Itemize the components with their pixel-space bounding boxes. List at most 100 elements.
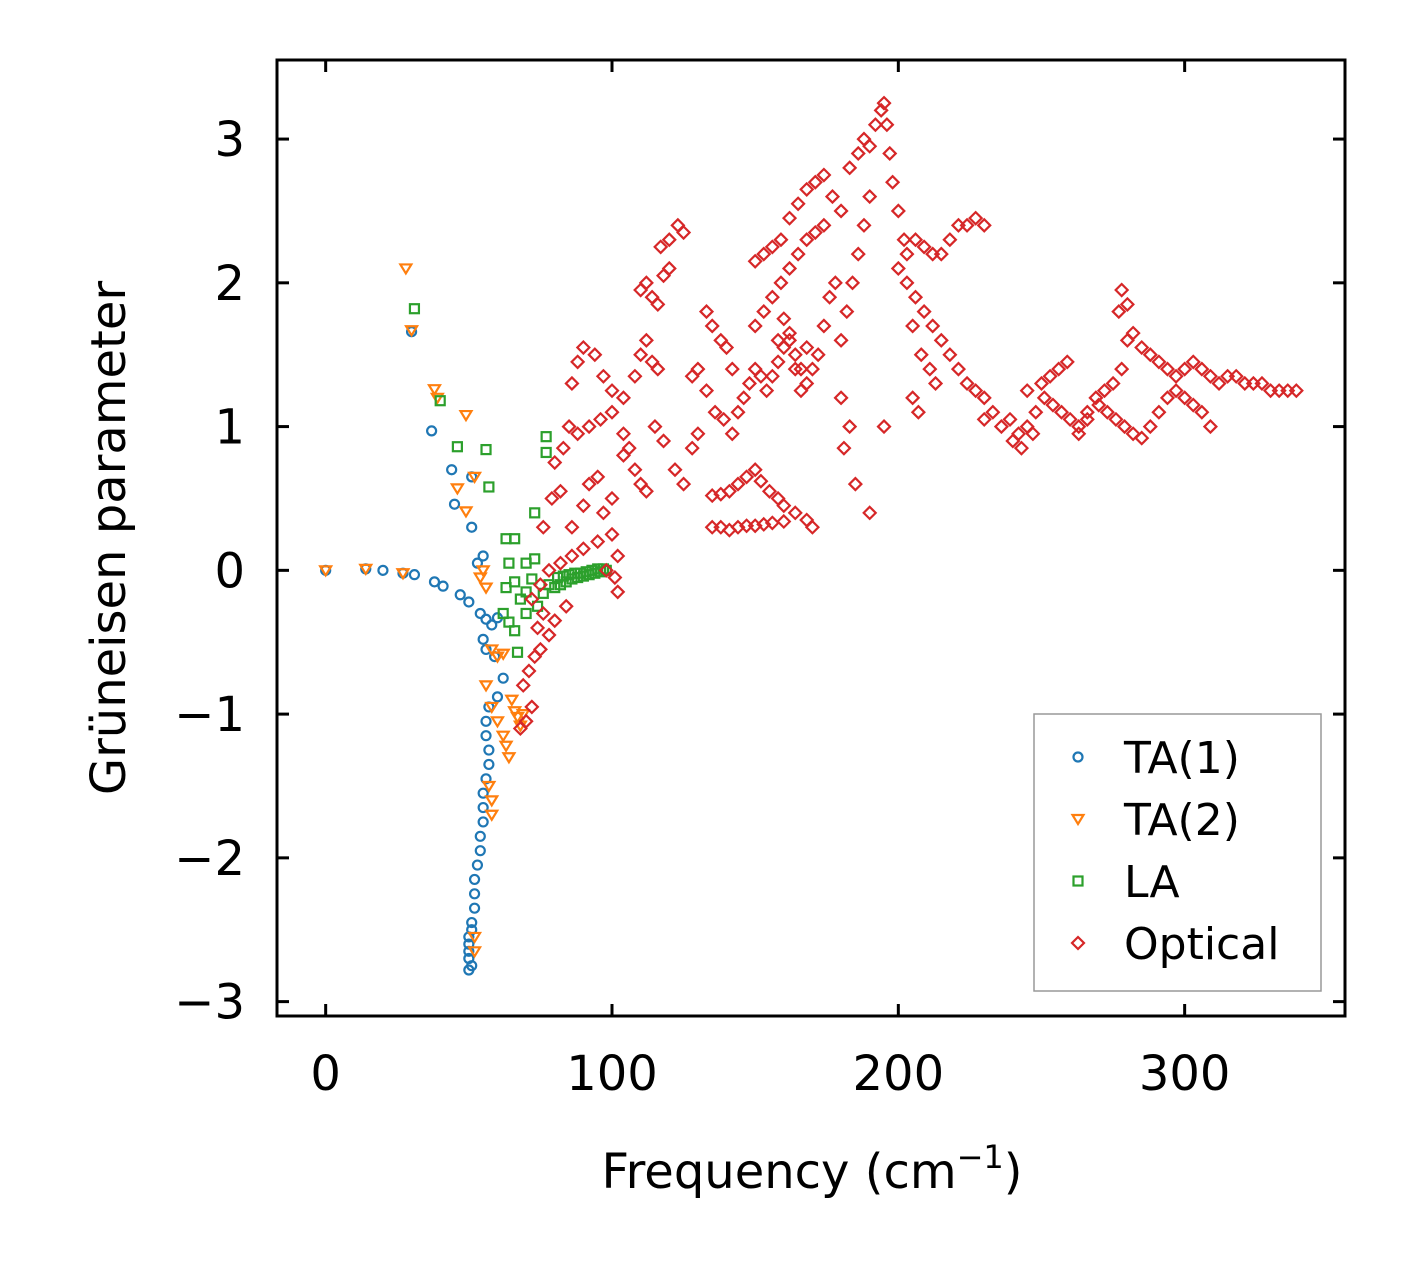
data-point — [463, 596, 475, 608]
legend-marker — [1070, 935, 1086, 951]
data-point — [1142, 419, 1158, 435]
y-axis-label: Grüneisen parameter — [81, 281, 137, 796]
data-point — [1114, 282, 1130, 298]
data-point — [781, 260, 798, 277]
data-point — [799, 339, 815, 356]
data-point — [486, 619, 498, 631]
data-point — [475, 565, 491, 578]
data-point — [882, 145, 898, 161]
data-point — [580, 566, 592, 578]
data-point — [1079, 411, 1095, 427]
data-point — [1005, 433, 1021, 449]
data-point — [530, 620, 546, 636]
data-point — [810, 347, 826, 363]
data-point — [690, 426, 706, 442]
data-point — [467, 946, 483, 959]
data-point — [474, 607, 486, 620]
data-point — [905, 318, 921, 334]
data-point — [520, 586, 532, 598]
data-point — [804, 519, 820, 535]
data-point — [867, 117, 883, 133]
data-point — [458, 409, 474, 423]
data-point — [627, 368, 643, 384]
x-axis-label-close: ) — [1004, 1144, 1023, 1200]
data-point — [804, 361, 820, 377]
data-point — [570, 354, 586, 370]
data-point — [827, 275, 843, 291]
data-point — [985, 404, 1001, 420]
data-point — [747, 253, 763, 269]
data-point — [650, 361, 666, 377]
data-point — [448, 498, 461, 510]
data-point — [540, 446, 552, 459]
data-point — [541, 627, 557, 643]
y-tick-label: 2 — [214, 256, 245, 312]
data-point — [968, 210, 984, 226]
data-point — [724, 361, 740, 377]
data-point — [511, 646, 524, 658]
data-point — [467, 471, 483, 485]
data-point — [454, 589, 466, 601]
data-point — [1059, 354, 1075, 370]
data-point — [480, 613, 492, 625]
data-point — [1108, 411, 1124, 427]
data-point — [1062, 411, 1078, 427]
data-point — [398, 263, 414, 276]
data-point — [429, 392, 445, 405]
data-point — [638, 275, 654, 291]
data-point — [724, 426, 740, 442]
data-point — [480, 773, 492, 785]
data-point — [477, 801, 489, 814]
data-point — [770, 354, 786, 370]
data-point — [592, 411, 609, 427]
data-point — [570, 426, 586, 442]
data-point — [408, 569, 421, 581]
data-point — [1125, 325, 1141, 341]
data-point — [1151, 354, 1167, 370]
data-point — [896, 232, 912, 248]
data-point — [437, 580, 449, 592]
data-point — [468, 902, 481, 914]
data-point — [759, 383, 775, 399]
data-point — [552, 555, 569, 571]
data-point — [490, 716, 505, 729]
data-point — [890, 203, 906, 219]
data-point — [520, 607, 532, 620]
data-point — [500, 581, 512, 594]
y-tick-label: −3 — [174, 975, 245, 1031]
data-point — [468, 888, 481, 900]
data-point — [1025, 426, 1041, 442]
data-point — [468, 873, 481, 886]
data-point — [495, 730, 511, 743]
data-point — [480, 443, 492, 456]
data-point — [1185, 354, 1201, 370]
data-point — [910, 404, 926, 420]
data-point — [653, 239, 669, 255]
data-point — [526, 573, 538, 585]
data-point — [1096, 383, 1113, 399]
data-point — [529, 507, 541, 519]
data-point — [564, 519, 580, 535]
data-point — [615, 390, 632, 406]
data-point — [543, 579, 555, 591]
data-point — [478, 680, 494, 693]
data-point — [1194, 404, 1210, 420]
series-ta-1 — [320, 326, 509, 976]
data-point — [856, 217, 872, 233]
data-point — [922, 361, 938, 377]
data-point — [427, 384, 442, 397]
data-point — [449, 483, 465, 496]
data-point — [713, 519, 729, 535]
data-point — [610, 584, 626, 600]
data-point — [927, 375, 944, 392]
data-point — [358, 563, 374, 577]
data-point — [510, 711, 525, 725]
legend-label: Optical — [1124, 919, 1279, 970]
data-point — [850, 246, 866, 262]
data-point — [655, 433, 672, 449]
data-point — [661, 260, 677, 277]
axis-ticks: 0 100 200 300 −3 −2 −1 0 1 2 3 — [174, 60, 1345, 1102]
data-point — [377, 564, 389, 576]
data-point — [1051, 361, 1067, 377]
data-point — [477, 550, 489, 562]
